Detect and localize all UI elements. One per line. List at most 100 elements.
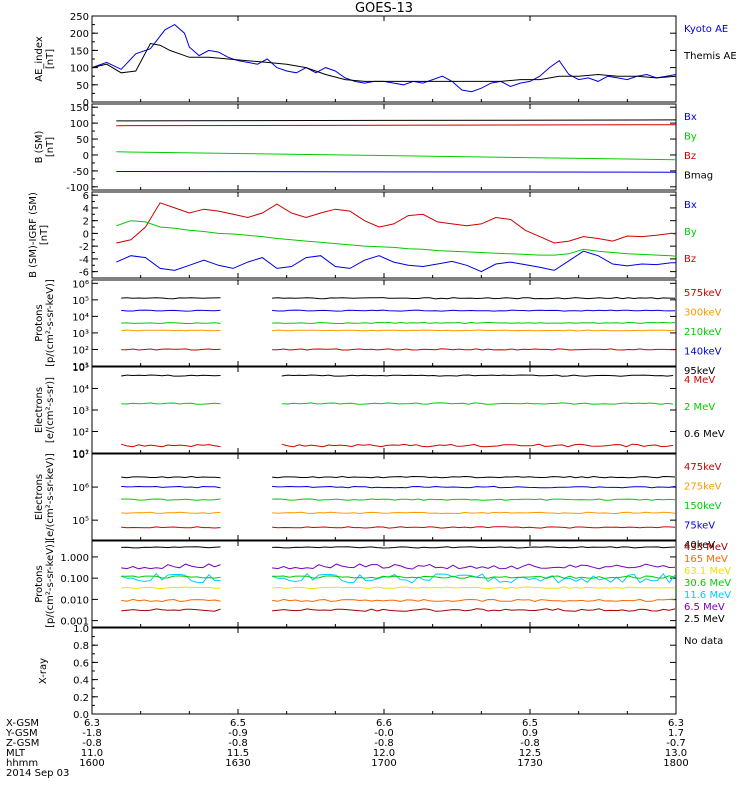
x-row-value: 1600 bbox=[79, 758, 104, 769]
panel-bsm: -100 -50 0 50 100 150 B (SM)[nT] Bx By Bz Bmag bbox=[34, 103, 713, 194]
x-row-value: 1730 bbox=[517, 758, 542, 769]
legend-item: 6.5 MeV bbox=[684, 602, 725, 613]
series-line-30-6-mev bbox=[272, 575, 676, 579]
series-line-210kev bbox=[121, 322, 221, 324]
series-line-11-6-mev bbox=[271, 572, 676, 584]
legend-item: Bx bbox=[684, 200, 697, 211]
series-line-4-mev bbox=[281, 443, 674, 448]
y-tick-label: 2 bbox=[83, 217, 89, 228]
x-row-value: 1.7 bbox=[668, 728, 684, 739]
figure-title: GOES-13 bbox=[355, 1, 413, 16]
y-axis-label: AE_index[nT] bbox=[34, 36, 56, 82]
series-line-165-mev bbox=[272, 598, 676, 603]
legend-item: 2.5 MeV bbox=[684, 614, 725, 625]
y-tick-label: 0 bbox=[83, 98, 89, 109]
x-row-label: X-GSM bbox=[6, 718, 39, 729]
panel-protons1: 10¹ 10² 10³ 10⁴ 10⁵ 10⁶ Protons[p/(cm²-s-sr-ke… bbox=[34, 279, 722, 377]
series-line-275kev bbox=[272, 511, 676, 515]
panel-electrons2: 10⁵ 10⁶ 10⁷ Electrons[e/(cm²-s-sr-keV)] 475k… bbox=[34, 450, 722, 551]
legend-item: 140keV bbox=[684, 347, 722, 358]
series-line-2-5-mev bbox=[121, 546, 221, 549]
y-tick-label: 150 bbox=[70, 46, 89, 57]
y-tick-label: 10⁷ bbox=[72, 450, 89, 461]
series-line-by bbox=[116, 220, 677, 257]
series-line-575kev bbox=[121, 348, 221, 351]
legend-item: 300keV bbox=[684, 308, 722, 319]
panel-protons2: 0.001 0.010 0.100 1.000 Protons[p/(cm²-s-sr-… bbox=[34, 540, 731, 628]
y-tick-label: 100 bbox=[70, 64, 89, 75]
y-axis-label: X-ray bbox=[38, 658, 49, 684]
x-row-label: Z-GSM bbox=[6, 738, 39, 749]
series-line-300kev bbox=[121, 329, 221, 332]
legend-item: No data bbox=[684, 636, 723, 647]
legend-item: 75keV bbox=[684, 521, 715, 532]
series-line-2-mev bbox=[121, 402, 221, 405]
series-line-kyoto-ae bbox=[91, 23, 677, 93]
y-tick-label: -50 bbox=[73, 167, 89, 178]
y-tick-label: 10³ bbox=[72, 329, 89, 340]
y-axis-label: Electrons[e/(cm²-s-sr)] bbox=[34, 377, 56, 443]
legend-item: 30.6 MeV bbox=[684, 578, 731, 589]
y-tick-label: 10⁴ bbox=[72, 312, 89, 323]
x-row-value: 12.5 bbox=[519, 748, 541, 759]
x-row-value: -0.9 bbox=[228, 728, 248, 739]
y-tick-label: 150 bbox=[70, 103, 89, 114]
legend-item: 575keV bbox=[684, 288, 722, 299]
series-line-63-1-mev bbox=[121, 586, 221, 590]
y-tick-label: -4 bbox=[79, 255, 89, 266]
series-line-themis-ae bbox=[91, 42, 677, 82]
x-row-value: -0.0 bbox=[374, 728, 394, 739]
x-row-value: 1630 bbox=[225, 758, 250, 769]
y-tick-label: 10⁴ bbox=[72, 385, 89, 396]
x-row-label: Y-GSM bbox=[5, 728, 38, 739]
y-tick-label: 6 bbox=[83, 191, 89, 202]
y-axis-label: Electrons[e/(cm²-s-sr-keV)] bbox=[34, 453, 56, 541]
y-tick-label: 10⁶ bbox=[72, 279, 89, 290]
series-line-165-mev bbox=[121, 598, 221, 603]
x-row-value: -0.8 bbox=[374, 738, 394, 749]
legend-item: 11.6 MeV bbox=[684, 590, 731, 601]
series-line-2-mev bbox=[281, 402, 674, 405]
y-tick-label: 0.100 bbox=[60, 574, 89, 585]
series-line-40kev bbox=[272, 475, 676, 479]
series-line-2-5-mev bbox=[272, 546, 676, 549]
x-row-value: 6.3 bbox=[84, 718, 100, 729]
series-line-11-6-mev bbox=[121, 572, 221, 584]
legend-item: Kyoto AE bbox=[684, 24, 728, 35]
series-line-63-1-mev bbox=[272, 586, 675, 590]
legend-item: Bz bbox=[684, 254, 696, 265]
panel-electrons1: 10¹ 10² 10³ 10⁴ 10⁵ Electrons[e/(cm²-s-sr)] 4 … bbox=[34, 363, 725, 460]
series-line-0-6-mev bbox=[121, 374, 221, 377]
y-tick-label: 0.010 bbox=[60, 595, 89, 606]
y-tick-label: 0.4 bbox=[73, 676, 89, 687]
y-tick-label: 250 bbox=[70, 12, 89, 23]
y-tick-label: 50 bbox=[76, 135, 89, 146]
series-line-433-mev bbox=[121, 608, 221, 612]
y-axis-label-line: B (SM)-IGRF (SM) bbox=[28, 192, 39, 278]
y-tick-label: -2 bbox=[79, 242, 89, 253]
series-line-475kev bbox=[121, 526, 221, 529]
y-tick-label: 10⁶ bbox=[72, 483, 89, 494]
legend-item: Bmag bbox=[684, 171, 713, 182]
x-row-value: 1800 bbox=[663, 758, 688, 769]
x-row-value: 11.5 bbox=[227, 748, 249, 759]
x-row-value: 6.5 bbox=[230, 718, 246, 729]
legend-item: 95keV bbox=[684, 366, 715, 377]
series-line-140kev bbox=[121, 309, 221, 312]
x-row-value: 13.0 bbox=[665, 748, 687, 759]
y-axis-label: B (SM)-IGRF (SM)[nT] bbox=[28, 192, 50, 278]
legend-item: 210keV bbox=[684, 327, 722, 338]
y-axis-label-line: [e/(cm²-s-sr-keV)] bbox=[45, 453, 56, 541]
series-line-575kev bbox=[272, 348, 676, 351]
x-row-value: 1700 bbox=[371, 758, 396, 769]
series-line-275kev bbox=[121, 511, 221, 515]
legend-item: 150keV bbox=[684, 501, 722, 512]
series-line-bz bbox=[116, 202, 677, 244]
x-date-label: 2014 Sep 03 bbox=[6, 768, 69, 779]
panel-frame bbox=[91, 103, 677, 191]
y-axis-label: Protons[p/(cm²-s-sr-keV)] bbox=[34, 279, 56, 367]
x-row-value: -0.8 bbox=[520, 738, 540, 749]
x-axis-info: X-GSM 6.3 6.5 6.6 6.5 6.3 Y-GSM -1.8 -0.9 -0.0 0.9… bbox=[5, 718, 689, 779]
legend-item: 0.6 MeV bbox=[684, 429, 725, 440]
